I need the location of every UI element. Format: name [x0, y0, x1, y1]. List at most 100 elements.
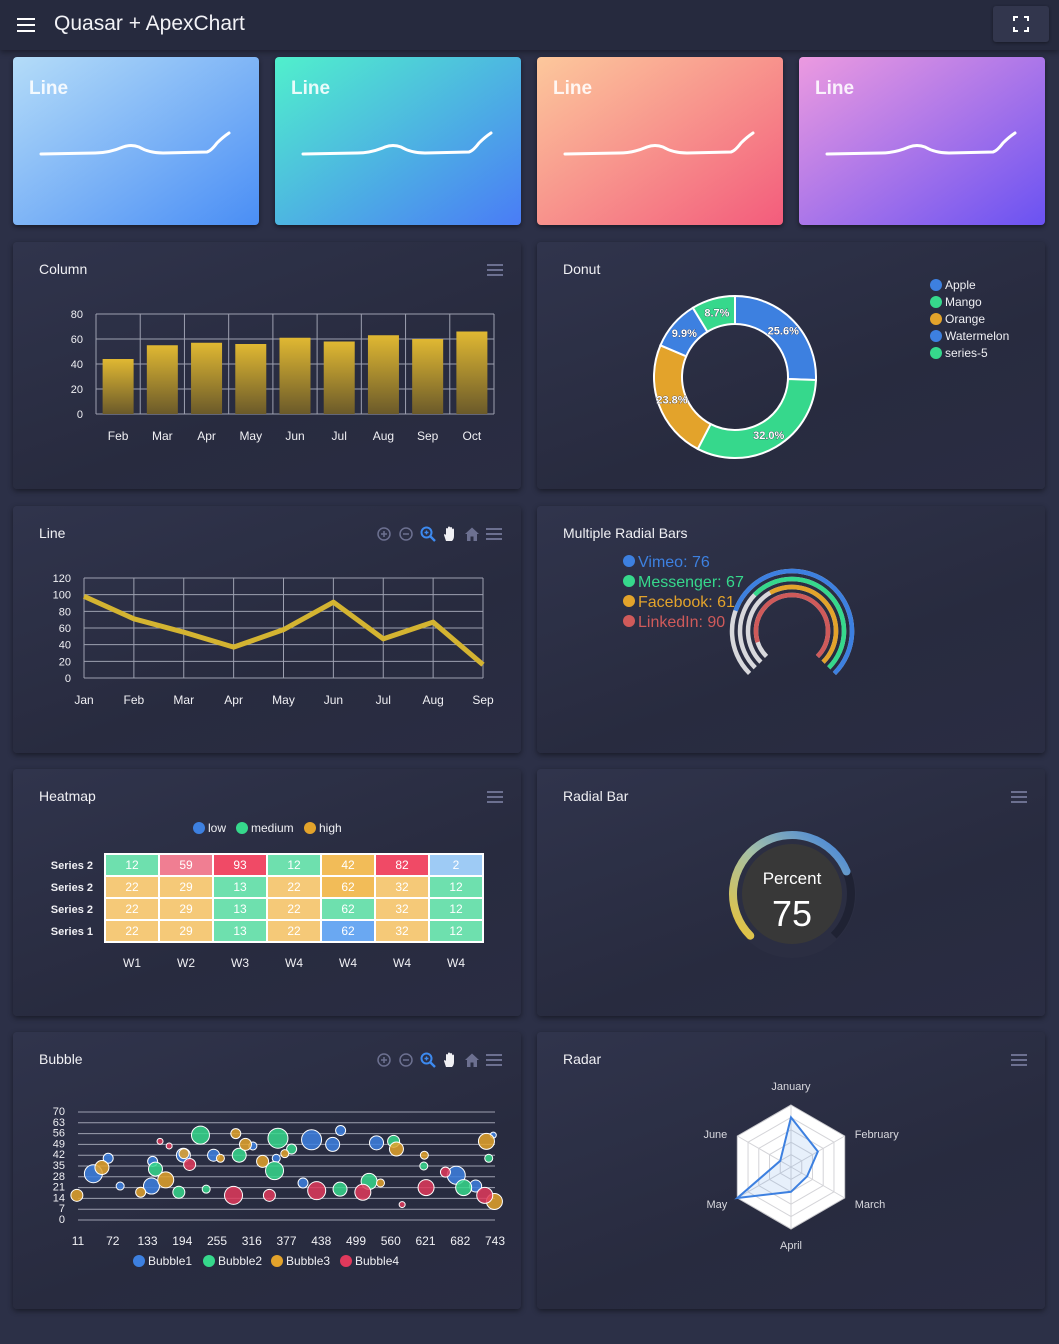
radar-series: [734, 1115, 820, 1200]
legend-marker: [623, 615, 635, 627]
legend-marker: [340, 1255, 352, 1267]
y-tick-label: 20: [71, 384, 83, 396]
cell-value: 22: [125, 924, 139, 938]
x-tick-label: 72: [106, 1234, 120, 1248]
x-tick-label: 621: [415, 1234, 435, 1248]
bubble: [135, 1186, 147, 1198]
y-tick-label: 42: [53, 1149, 65, 1161]
card-title: Bubble: [39, 1051, 83, 1067]
zoom-out-icon[interactable]: [397, 1051, 415, 1069]
bar: [235, 344, 267, 414]
reset-zoom-home-icon[interactable]: [463, 1051, 481, 1069]
bubble: [265, 1161, 285, 1181]
chart-menu-icon[interactable]: [1011, 1053, 1027, 1067]
pan-hand-icon[interactable]: [441, 1051, 459, 1069]
card-title: Donut: [563, 261, 601, 277]
zoom-in-icon[interactable]: [375, 525, 393, 543]
x-tick-label: Jun: [324, 693, 343, 707]
app-header: Quasar + ApexChart: [0, 0, 1059, 50]
y-tick-label: 7: [59, 1203, 65, 1215]
y-tick-label: 0: [59, 1214, 65, 1226]
reset-zoom-home-icon[interactable]: [463, 525, 481, 543]
sparkline-title: Line: [553, 78, 593, 99]
card-title: Radial Bar: [563, 788, 629, 804]
bubble: [165, 1142, 173, 1150]
fullscreen-button[interactable]: [993, 6, 1049, 42]
cell-value: 13: [233, 924, 247, 938]
bar: [191, 342, 223, 414]
cell-value: 93: [233, 858, 247, 872]
legend-marker: [930, 296, 942, 308]
legend-label: medium: [251, 821, 294, 835]
y-tick-label: 120: [53, 573, 71, 585]
legend-label: LinkedIn: 90: [638, 614, 725, 631]
chart-menu-icon[interactable]: [485, 525, 503, 543]
chart-menu-icon[interactable]: [487, 790, 503, 804]
legend-marker: [623, 555, 635, 567]
radar-category-label: February: [855, 1129, 900, 1141]
x-tick-label: 255: [207, 1234, 227, 1248]
bubble: [398, 1201, 406, 1209]
row-label: Series 1: [51, 926, 93, 938]
bubble: [484, 1153, 494, 1163]
bubble: [297, 1177, 309, 1189]
x-tick-label: W3: [231, 956, 249, 970]
legend-label: Orange: [945, 312, 985, 326]
x-tick-label: 682: [450, 1234, 470, 1248]
chart-menu-icon[interactable]: [485, 1051, 503, 1069]
card-title: Multiple Radial Bars: [563, 525, 688, 541]
x-tick-label: Jan: [74, 693, 93, 707]
x-tick-label: 11: [72, 1234, 85, 1248]
zoom-out-icon[interactable]: [397, 525, 415, 543]
donut-slice: [734, 294, 817, 382]
bubble: [369, 1135, 385, 1151]
x-tick-label: 377: [276, 1234, 296, 1248]
radar-category-label: January: [771, 1081, 811, 1093]
bubble: [335, 1125, 347, 1137]
radar-category-label: June: [703, 1129, 727, 1141]
y-tick-label: 0: [65, 673, 71, 685]
x-tick-label: W4: [339, 956, 357, 970]
zoom-selection-icon[interactable]: [419, 525, 437, 543]
cell-value: 62: [341, 902, 355, 916]
hamburger-menu-icon[interactable]: [14, 13, 38, 37]
cell-value: 13: [233, 880, 247, 894]
radial-bar-card: Radial Bar Percent 75: [537, 769, 1045, 1016]
slice-label: 9.9%: [672, 328, 697, 340]
chart-menu-icon[interactable]: [487, 263, 503, 277]
bubble: [201, 1184, 211, 1194]
radar-chart: January February March April May June: [703, 1081, 900, 1252]
x-tick-label: 133: [137, 1234, 157, 1248]
x-tick-label: Aug: [373, 429, 394, 443]
cell-value: 62: [341, 880, 355, 894]
row-label: Series 2: [51, 860, 93, 872]
bubble: [301, 1129, 323, 1151]
x-tick-label: Jun: [285, 429, 304, 443]
bubble-chart-card: Bubble 70 63 56 49 42 35 28 21 14 7 0 11 72 133 194 255…: [13, 1032, 521, 1309]
legend-marker: [623, 595, 635, 607]
radial-bar: [753, 592, 831, 659]
legend-label: Mango: [945, 295, 982, 309]
cell-value: 32: [395, 924, 409, 938]
bubble: [215, 1153, 225, 1163]
donut-slice: [696, 377, 817, 459]
x-tick-label: 499: [346, 1234, 366, 1248]
x-tick-label: W4: [447, 956, 465, 970]
bubble: [271, 1153, 281, 1163]
zoom-selection-icon[interactable]: [419, 1051, 437, 1069]
bubble: [190, 1125, 210, 1145]
pan-hand-icon[interactable]: [441, 525, 459, 543]
bubble: [477, 1132, 495, 1150]
x-tick-label: May: [239, 429, 262, 443]
x-tick-label: Sep: [417, 429, 439, 443]
chart-menu-icon[interactable]: [1011, 790, 1027, 804]
radar-spoke: [790, 1166, 845, 1199]
chart-toolbar: [375, 1051, 503, 1069]
legend-marker: [930, 330, 942, 342]
radar-category-label: May: [707, 1199, 728, 1211]
cell-value: 32: [395, 880, 409, 894]
cell-value: 13: [233, 902, 247, 916]
multiple-radial-bars-card: Multiple Radial Bars Vimeo: 76 Messenger:…: [537, 506, 1045, 753]
zoom-in-icon[interactable]: [375, 1051, 393, 1069]
